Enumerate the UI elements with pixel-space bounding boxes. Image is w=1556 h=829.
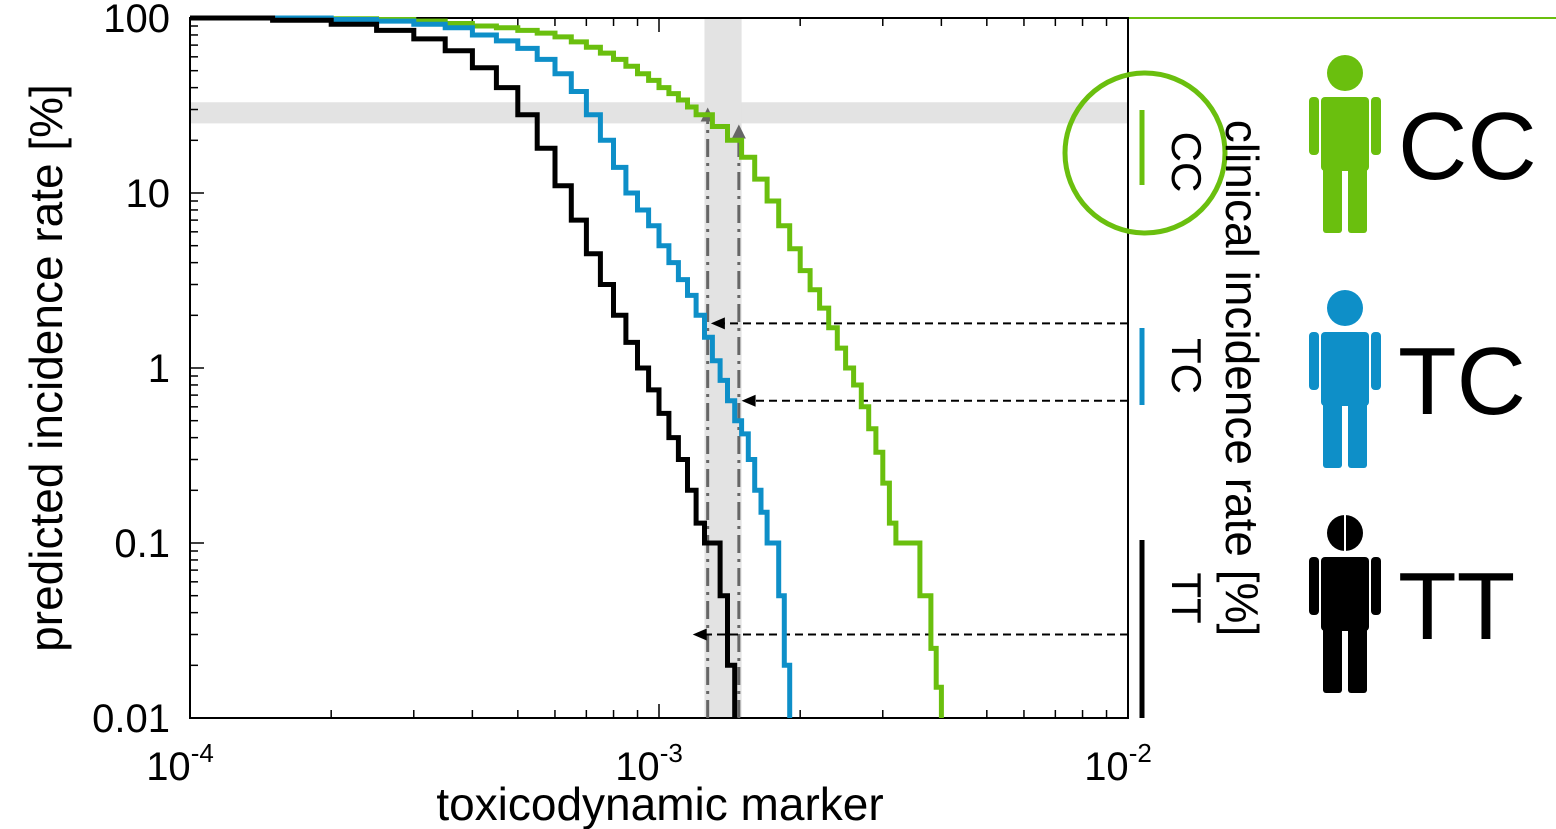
- person-leg: [1323, 167, 1342, 233]
- person-leg: [1348, 402, 1367, 468]
- person-leg: [1323, 627, 1342, 693]
- person-torso: [1321, 557, 1369, 631]
- y-tick-label: 1: [148, 347, 170, 391]
- person-leg: [1348, 167, 1367, 233]
- person-arm: [1371, 97, 1381, 155]
- person-icon: [1309, 515, 1381, 693]
- person-leg: [1348, 627, 1367, 693]
- x-tick-exponent: -2: [1129, 738, 1152, 768]
- person-arm: [1309, 97, 1319, 155]
- x-axis-title: toxicodynamic marker: [436, 778, 883, 829]
- clinical-range-label-cc: CC: [1163, 132, 1210, 193]
- y-tick-labels: 100 10 1 0.1 0.01: [92, 0, 170, 741]
- y-tick-label: 0.1: [114, 522, 170, 566]
- y-tick-label: 10: [126, 172, 171, 216]
- person-head: [1327, 55, 1363, 91]
- x-tick-exponent: -3: [660, 738, 683, 768]
- group-legend: CC TC TT: [1309, 55, 1537, 693]
- person-torso: [1321, 332, 1369, 406]
- person-arm: [1371, 332, 1381, 390]
- x-tick-label: 10-4: [146, 738, 214, 789]
- x-tick-base: 10: [146, 745, 191, 789]
- right-axis-title: clinical incidence rate [%]: [1216, 120, 1268, 636]
- highlight-circle: [1062, 70, 1228, 236]
- series-line-cc: [190, 15, 944, 718]
- clinical-range-label-tc: TC: [1163, 338, 1210, 394]
- x-tick-base: 10: [615, 745, 660, 789]
- person-arm: [1309, 557, 1319, 615]
- x-tick-exponent: -4: [191, 738, 214, 768]
- marker-arrowhead: [731, 124, 746, 139]
- projection-arrowhead: [692, 628, 707, 641]
- group-label-cc: CC: [1398, 93, 1537, 200]
- horizontal-highlight-band: [190, 102, 1128, 124]
- y-axis-title: predicted incidence rate [%]: [20, 84, 72, 652]
- person-arm: [1371, 557, 1381, 615]
- y-tick-label: 0.01: [92, 697, 170, 741]
- clinical-range-label-tt: TT: [1163, 572, 1210, 623]
- projection-arrowhead: [741, 394, 756, 407]
- person-leg: [1323, 402, 1342, 468]
- clinical-ranges: CC TC TT: [1062, 70, 1228, 718]
- x-tick-labels: 10-4 10-3 10-2: [146, 738, 1152, 789]
- person-icon: [1309, 290, 1381, 468]
- y-minor-ticks: [190, 25, 204, 719]
- person-torso: [1321, 97, 1369, 171]
- x-tick-label: 10-3: [615, 738, 683, 789]
- projection-arrows: [692, 317, 1128, 641]
- x-tick-base: 10: [1084, 745, 1129, 789]
- person-head: [1327, 290, 1363, 326]
- group-label-tc: TC: [1398, 328, 1526, 435]
- group-label-tt: TT: [1398, 553, 1515, 660]
- projection-arrowhead: [710, 317, 725, 330]
- series-line-tt: [190, 15, 738, 718]
- person-icon: [1309, 55, 1381, 233]
- person-arm: [1309, 332, 1319, 390]
- highlight-bands: [190, 18, 1128, 718]
- x-tick-label: 10-2: [1084, 738, 1152, 789]
- y-tick-label: 100: [103, 0, 170, 41]
- series-lines: [190, 15, 944, 718]
- series-line-tc: [190, 15, 793, 718]
